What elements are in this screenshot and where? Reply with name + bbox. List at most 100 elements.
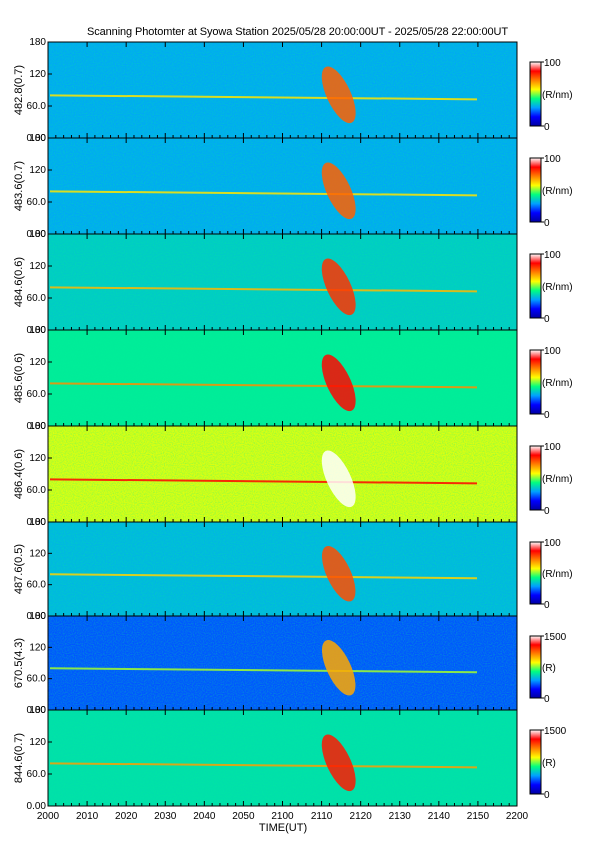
y-tick-label: 60.0: [27, 769, 47, 780]
y-tick-label: 0.00: [27, 325, 47, 336]
heatmap-noise: [48, 234, 517, 330]
x-tick-label: 2140: [428, 811, 451, 822]
heatmap-noise: [48, 138, 517, 234]
auroral-arc: [321, 734, 356, 792]
emission-band: [49, 286, 478, 293]
heatmap-noise: [48, 710, 517, 806]
y-tick-label: 60.0: [27, 101, 47, 112]
x-tick-label: 2050: [232, 811, 255, 822]
colorbar-unit: (R/nm): [542, 282, 573, 293]
emission-band: [49, 94, 478, 101]
x-tick-label: 2110: [311, 811, 333, 822]
y-axis-label: 482.8(0.7): [13, 65, 25, 115]
x-tick-label: 2100: [271, 811, 294, 822]
colorbar-min: 0: [544, 314, 550, 325]
y-axis-label: 486.4(0.6): [13, 449, 25, 499]
y-tick-label: 0.00: [27, 517, 47, 528]
panel-1: 180 120 60.0 0.00 482.8(0.7) 100 (R/nm) 0: [13, 37, 573, 144]
y-tick-label: 180: [29, 325, 46, 336]
colorbar: [529, 349, 542, 415]
colorbar-min: 0: [544, 600, 550, 611]
x-tick-label: 2150: [467, 811, 490, 822]
colorbar: [529, 253, 542, 319]
y-axis-label: 844.6(0.7): [13, 733, 25, 783]
heatmap-noise: [48, 426, 517, 522]
y-axis-label: 670.5(4.3): [13, 638, 25, 688]
panel-3: 180 120 60.0 0.00 484.6(0.6) 100 (R/nm) 0: [13, 229, 573, 336]
auroral-arc: [321, 450, 356, 508]
panel-8: 180 120 60.0 0.00 844.6(0.7) 1500 (R) 0: [13, 705, 567, 812]
y-tick-label: 120: [29, 548, 46, 559]
x-tick-label: 2000: [37, 811, 60, 822]
panel-7: 180 120 60.0 0.00 670.5(4.3) 1500 (R) 0: [13, 611, 567, 716]
colorbar-max: 100: [544, 346, 561, 357]
x-tick-label: 2010: [76, 811, 99, 822]
y-axis-label: 487.6(0.5): [13, 544, 25, 594]
y-tick-label: 60.0: [27, 293, 47, 304]
auroral-arc: [321, 545, 356, 602]
colorbar-max: 100: [544, 442, 561, 453]
y-tick-label: 0.00: [27, 229, 47, 240]
heatmap-noise: [48, 42, 517, 138]
colorbar-unit: (R/nm): [542, 569, 573, 580]
colorbar-min: 0: [544, 122, 550, 133]
panel-2: 180 120 60.0 0.00 483.6(0.7) 100 (R/nm) 0: [13, 133, 573, 240]
y-tick-label: 120: [29, 737, 46, 748]
auroral-arc: [321, 162, 356, 220]
heatmap-noise: [48, 522, 517, 616]
chart-title: Scanning Photomter at Syowa Station 2025…: [87, 26, 508, 38]
y-tick-label: 0.00: [27, 421, 47, 432]
heatmap-noise: [48, 616, 517, 710]
y-tick-label: 60.0: [27, 389, 47, 400]
y-tick-label: 180: [29, 133, 46, 144]
panel-6: 180 120 60.0 0.00 487.6(0.5) 100 (R/nm) 0: [13, 517, 573, 622]
auroral-arc: [321, 354, 356, 412]
colorbar-unit: (R/nm): [542, 474, 573, 485]
emission-band: [49, 762, 478, 769]
heatmap-noise: [48, 330, 517, 426]
y-tick-label: 120: [29, 357, 46, 368]
y-tick-label: 60.0: [27, 197, 47, 208]
colorbar-min: 0: [544, 506, 550, 517]
emission-band: [49, 478, 478, 485]
emission-band: [49, 190, 478, 197]
y-tick-label: 120: [29, 69, 46, 80]
colorbar: [529, 729, 542, 795]
x-axis-label: TIME(UT): [258, 822, 308, 834]
y-tick-label: 120: [29, 165, 46, 176]
colorbar-min: 0: [544, 694, 550, 705]
colorbar-min: 0: [544, 790, 550, 801]
y-tick-label: 0.00: [27, 705, 47, 716]
y-tick-label: 180: [29, 229, 46, 240]
colorbar: [529, 635, 542, 699]
colorbar-max: 100: [544, 154, 561, 165]
colorbar-min: 0: [544, 410, 550, 421]
y-tick-label: 180: [29, 37, 46, 48]
colorbar-max: 1500: [544, 726, 567, 737]
x-tick-label: 2030: [154, 811, 177, 822]
colorbar-max: 100: [544, 250, 561, 261]
y-tick-label: 180: [29, 705, 46, 716]
auroral-arc: [321, 258, 356, 316]
y-tick-label: 0.00: [27, 611, 47, 622]
panel-5: 180 120 60.0 0.00 486.4(0.6) 100 (R/nm) 0: [13, 421, 573, 528]
colorbar-max: 100: [544, 538, 561, 549]
colorbar: [529, 61, 542, 127]
y-tick-label: 0.00: [27, 801, 47, 812]
colorbar: [529, 445, 542, 511]
colorbar-unit: (R/nm): [542, 186, 573, 197]
y-tick-label: 120: [29, 261, 46, 272]
y-tick-label: 60.0: [27, 674, 47, 685]
colorbar-unit: (R/nm): [542, 90, 573, 101]
y-axis-label: 484.6(0.6): [13, 257, 25, 307]
colorbar-max: 1500: [544, 632, 567, 643]
panel-4: 180 120 60.0 0.00 485.6(0.6) 100 (R/nm) 0: [13, 325, 573, 432]
y-tick-label: 120: [29, 642, 46, 653]
auroral-arc: [321, 639, 356, 696]
y-tick-label: 180: [29, 611, 46, 622]
y-tick-label: 180: [29, 517, 46, 528]
emission-band: [49, 382, 478, 389]
colorbar-unit: (R): [542, 663, 556, 674]
y-axis-label: 483.6(0.7): [13, 161, 25, 211]
colorbar-max: 100: [544, 58, 561, 69]
